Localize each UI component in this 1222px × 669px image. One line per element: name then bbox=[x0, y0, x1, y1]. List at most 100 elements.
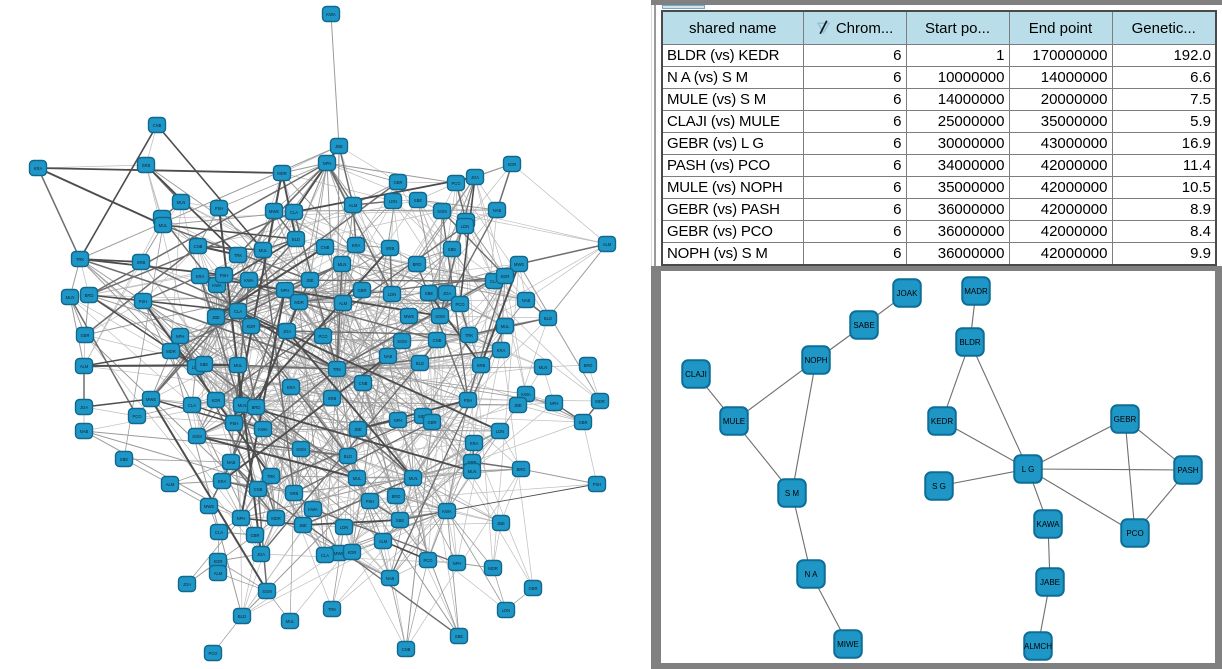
svg-text:SGM: SGM bbox=[192, 434, 202, 439]
svg-text:PASH: PASH bbox=[1177, 466, 1198, 475]
svg-text:NAB: NAB bbox=[227, 460, 236, 465]
svg-text:SBE: SBE bbox=[200, 362, 209, 367]
svg-text:JBE: JBE bbox=[212, 315, 220, 320]
svg-text:MDR: MDR bbox=[488, 566, 498, 571]
svg-text:KWA: KWA bbox=[258, 427, 268, 432]
svg-text:MLN: MLN bbox=[238, 403, 247, 408]
svg-text:NOPH: NOPH bbox=[804, 356, 827, 365]
svg-text:SRB: SRB bbox=[142, 163, 151, 168]
svg-text:SGM: SGM bbox=[397, 339, 407, 344]
svg-text:CNB: CNB bbox=[359, 381, 368, 386]
svg-text:ALM: ALM bbox=[80, 364, 89, 369]
svg-text:MLN: MLN bbox=[468, 469, 477, 474]
svg-text:MUL: MUL bbox=[234, 363, 244, 368]
svg-text:BRD: BRD bbox=[392, 494, 401, 499]
svg-text:MLN: MLN bbox=[338, 262, 347, 267]
svg-text:CNB: CNB bbox=[433, 338, 442, 343]
svg-text:CLA: CLA bbox=[290, 210, 298, 215]
svg-text:NPH: NPH bbox=[394, 418, 403, 423]
svg-text:PSH: PSH bbox=[139, 299, 148, 304]
svg-text:LDN: LDN bbox=[496, 429, 504, 434]
svg-text:MWE: MWE bbox=[404, 314, 414, 319]
svg-text:BLDR: BLDR bbox=[959, 338, 981, 347]
svg-text:SRB: SRB bbox=[328, 396, 337, 401]
svg-text:CNB: CNB bbox=[153, 123, 162, 128]
svg-text:GBR: GBR bbox=[357, 288, 366, 293]
svg-text:MWE: MWE bbox=[269, 209, 279, 214]
svg-text:KDR: KDR bbox=[214, 559, 223, 564]
svg-text:LDN: LDN bbox=[340, 525, 348, 530]
svg-text:CLA: CLA bbox=[321, 553, 329, 558]
svg-text:CLA: CLA bbox=[490, 279, 498, 284]
svg-text:ALM: ALM bbox=[603, 242, 612, 247]
svg-text:GBR: GBR bbox=[427, 420, 436, 425]
svg-text:KDR: KDR bbox=[348, 550, 357, 555]
svg-text:KRA: KRA bbox=[196, 274, 205, 279]
svg-text:PCO: PCO bbox=[208, 651, 218, 656]
svg-text:BRD: BRD bbox=[584, 363, 593, 368]
svg-text:JBE: JBE bbox=[354, 427, 362, 432]
svg-text:ALM: ALM bbox=[214, 571, 223, 576]
svg-text:GBR: GBR bbox=[528, 586, 537, 591]
svg-text:TRK: TRK bbox=[234, 253, 243, 258]
svg-text:SBE: SBE bbox=[414, 198, 423, 203]
svg-text:SBE: SBE bbox=[396, 518, 405, 523]
svg-text:JBE: JBE bbox=[335, 144, 343, 149]
svg-text:KRA: KRA bbox=[352, 243, 361, 248]
svg-text:ALM: ALM bbox=[379, 539, 388, 544]
svg-text:KWA: KWA bbox=[308, 507, 318, 512]
svg-text:MWE: MWE bbox=[204, 504, 214, 509]
svg-text:SRB: SRB bbox=[477, 363, 486, 368]
svg-text:SGM: SGM bbox=[262, 589, 272, 594]
svg-text:KWA: KWA bbox=[326, 12, 336, 17]
svg-text:JOAK: JOAK bbox=[897, 289, 919, 298]
svg-text:BRD: BRD bbox=[252, 405, 261, 410]
svg-text:PSH: PSH bbox=[230, 421, 239, 426]
svg-text:MULE: MULE bbox=[723, 417, 745, 426]
svg-text:BLD: BLD bbox=[416, 361, 424, 366]
svg-text:LDN: LDN bbox=[388, 292, 396, 297]
svg-text:CNB: CNB bbox=[254, 487, 263, 492]
svg-text:MLN: MLN bbox=[177, 200, 186, 205]
svg-text:S M: S M bbox=[785, 489, 800, 498]
svg-text:BLD: BLD bbox=[238, 614, 246, 619]
svg-text:CNB: CNB bbox=[402, 647, 411, 652]
svg-text:ALM: ALM bbox=[349, 203, 358, 208]
svg-text:SBE: SBE bbox=[120, 457, 129, 462]
svg-text:MDR: MDR bbox=[166, 349, 176, 354]
svg-text:PSH: PSH bbox=[366, 499, 375, 504]
svg-text:SGM: SGM bbox=[437, 209, 447, 214]
svg-text:JOA: JOA bbox=[80, 405, 88, 410]
svg-text:NAB: NAB bbox=[386, 576, 395, 581]
svg-text:TRK: TRK bbox=[465, 333, 474, 338]
svg-text:ALM: ALM bbox=[339, 301, 348, 306]
svg-text:KDR: KDR bbox=[247, 324, 256, 329]
svg-text:TRK: TRK bbox=[328, 607, 337, 612]
svg-text:CNB: CNB bbox=[321, 245, 330, 250]
svg-text:PCO: PCO bbox=[455, 302, 465, 307]
svg-text:BLD: BLD bbox=[344, 454, 352, 459]
svg-text:N A: N A bbox=[805, 570, 819, 579]
svg-text:SBE: SBE bbox=[455, 634, 464, 639]
svg-text:JOA: JOA bbox=[257, 552, 265, 557]
svg-text:TRK: TRK bbox=[76, 257, 85, 262]
svg-text:KWA: KWA bbox=[244, 278, 254, 283]
svg-text:PCO: PCO bbox=[423, 558, 433, 563]
svg-text:CLA: CLA bbox=[215, 530, 223, 535]
svg-text:SABE: SABE bbox=[853, 321, 874, 330]
svg-text:MUL: MUL bbox=[286, 619, 296, 624]
svg-text:GBR: GBR bbox=[80, 333, 89, 338]
svg-text:NAB: NAB bbox=[384, 354, 393, 359]
svg-text:SBE: SBE bbox=[448, 247, 457, 252]
svg-text:JOA: JOA bbox=[443, 291, 451, 296]
svg-text:KRA: KRA bbox=[470, 441, 479, 446]
svg-text:MLN: MLN bbox=[539, 365, 548, 370]
svg-text:LDN: LDN bbox=[461, 224, 469, 229]
svg-text:KDR: KDR bbox=[212, 398, 221, 403]
svg-text:MWE: MWE bbox=[514, 262, 524, 267]
svg-text:SGM: SGM bbox=[296, 447, 306, 452]
svg-text:KRA: KRA bbox=[287, 385, 296, 390]
svg-text:SRB: SRB bbox=[137, 260, 146, 265]
svg-text:GBR: GBR bbox=[393, 180, 402, 185]
svg-text:NPH: NPH bbox=[453, 561, 462, 566]
